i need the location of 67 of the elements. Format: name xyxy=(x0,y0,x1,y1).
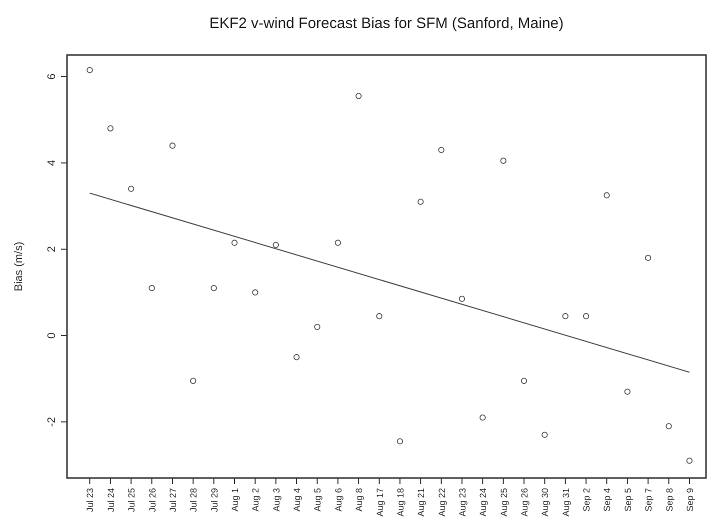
x-tick-label: Jul 28 xyxy=(188,488,199,512)
point xyxy=(500,158,506,164)
x-tick-label: Aug 1 xyxy=(230,488,240,512)
x-tick-label: Aug 30 xyxy=(540,488,550,517)
point xyxy=(355,92,362,100)
point xyxy=(334,240,341,246)
y-axis-title: Bias (m/s) xyxy=(13,242,25,292)
y-tick-label: -2 xyxy=(46,416,58,427)
point xyxy=(645,254,652,261)
point xyxy=(666,423,672,430)
point xyxy=(169,142,176,149)
point xyxy=(190,378,196,384)
point xyxy=(604,192,610,198)
y-tick-label: 4 xyxy=(46,160,58,166)
point xyxy=(86,67,93,74)
point xyxy=(376,313,382,320)
x-tick-label: Sep 2 xyxy=(582,488,592,512)
point xyxy=(686,458,693,464)
x-tick-label: Aug 18 xyxy=(395,488,406,517)
point xyxy=(542,432,548,438)
x-tick-label: Aug 21 xyxy=(416,488,426,517)
point xyxy=(458,296,466,302)
x-tick-label: Aug 22 xyxy=(436,488,447,517)
point xyxy=(418,198,424,205)
x-tick-label: Jul 23 xyxy=(85,488,96,512)
x-tick-label: Jul 25 xyxy=(126,488,137,512)
x-tick-label: Sep 4 xyxy=(602,488,612,512)
point xyxy=(582,313,590,320)
x-tick-label: Aug 25 xyxy=(498,488,509,517)
x-tick-label: Aug 24 xyxy=(478,488,488,517)
x-tick-label: Jul 29 xyxy=(209,488,220,512)
x-tick-label: Sep 7 xyxy=(644,488,654,512)
point xyxy=(210,284,217,292)
point xyxy=(438,146,444,154)
point xyxy=(148,284,155,292)
point xyxy=(128,186,134,192)
x-tick-label: Aug 31 xyxy=(560,488,571,517)
chart-title: EKF2 v-wind Forecast Bias for SFM (Sanford, Maine) xyxy=(209,15,564,32)
x-tick-label: Aug 5 xyxy=(312,488,323,512)
point xyxy=(562,313,568,320)
point xyxy=(396,438,404,444)
x-tick-label: Aug 2 xyxy=(250,488,261,512)
point xyxy=(480,414,486,421)
x-tick-label: Sep 8 xyxy=(664,488,674,512)
point xyxy=(231,240,238,246)
x-tick-label: Sep 9 xyxy=(684,488,695,512)
y-tick-label: 2 xyxy=(46,246,58,252)
x-tick-label: Sep 5 xyxy=(622,488,633,512)
point xyxy=(252,289,258,296)
x-tick-label: Aug 26 xyxy=(520,488,530,517)
point xyxy=(314,324,320,330)
x-tick-label: Aug 23 xyxy=(457,488,468,517)
x-tick-label: Jul 26 xyxy=(147,488,158,512)
point xyxy=(107,125,114,132)
x-tick-label: Aug 6 xyxy=(333,488,344,512)
x-tick-label: Jul 27 xyxy=(168,488,178,512)
point xyxy=(624,388,631,395)
x-tick-label: Aug 4 xyxy=(292,488,302,512)
point xyxy=(293,354,300,360)
point xyxy=(520,378,528,384)
x-tick-label: Jul 24 xyxy=(106,488,116,512)
y-tick-label: 6 xyxy=(46,74,58,80)
x-tick-label: Aug 8 xyxy=(354,488,364,512)
point xyxy=(272,242,279,248)
x-tick-label: Aug 3 xyxy=(271,488,282,512)
y-tick-label: 0 xyxy=(46,332,58,339)
x-tick-label: Aug 17 xyxy=(374,488,385,517)
